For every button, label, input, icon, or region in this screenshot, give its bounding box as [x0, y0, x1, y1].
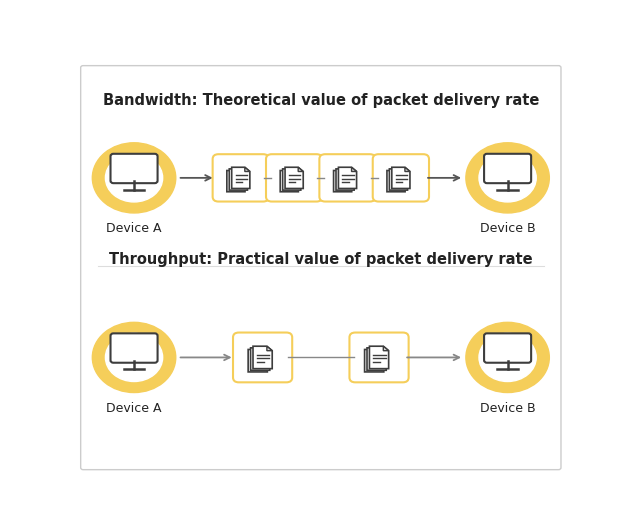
FancyBboxPatch shape	[81, 66, 561, 470]
FancyBboxPatch shape	[233, 332, 292, 382]
Circle shape	[92, 322, 176, 393]
Polygon shape	[285, 167, 303, 189]
Polygon shape	[347, 171, 352, 175]
Polygon shape	[232, 167, 250, 189]
Polygon shape	[389, 169, 408, 190]
Polygon shape	[227, 171, 245, 192]
Text: Device A: Device A	[106, 402, 162, 415]
Circle shape	[479, 154, 536, 202]
Polygon shape	[334, 171, 352, 192]
Polygon shape	[262, 349, 267, 354]
Polygon shape	[294, 171, 299, 175]
Polygon shape	[387, 171, 405, 192]
Polygon shape	[298, 167, 303, 172]
Polygon shape	[339, 167, 357, 189]
FancyBboxPatch shape	[484, 154, 531, 183]
FancyBboxPatch shape	[319, 154, 376, 201]
Polygon shape	[403, 169, 408, 173]
FancyBboxPatch shape	[111, 333, 158, 363]
Circle shape	[466, 322, 550, 393]
Polygon shape	[240, 171, 245, 175]
FancyBboxPatch shape	[349, 332, 409, 382]
Polygon shape	[248, 349, 267, 372]
FancyBboxPatch shape	[213, 154, 269, 201]
Polygon shape	[352, 167, 357, 172]
FancyBboxPatch shape	[266, 154, 322, 201]
Text: Device B: Device B	[480, 223, 535, 235]
Polygon shape	[400, 171, 405, 175]
Polygon shape	[253, 346, 272, 369]
Polygon shape	[369, 346, 389, 369]
Polygon shape	[367, 348, 386, 370]
FancyBboxPatch shape	[484, 333, 531, 363]
Polygon shape	[250, 348, 270, 370]
Polygon shape	[295, 169, 301, 173]
Polygon shape	[280, 171, 299, 192]
Text: Bandwidth: Theoretical value of packet delivery rate: Bandwidth: Theoretical value of packet d…	[103, 93, 539, 108]
Polygon shape	[264, 348, 270, 352]
Circle shape	[105, 154, 163, 202]
Polygon shape	[364, 349, 384, 372]
Circle shape	[92, 143, 176, 213]
Polygon shape	[336, 169, 354, 190]
Polygon shape	[282, 169, 301, 190]
Polygon shape	[381, 348, 386, 352]
Polygon shape	[242, 169, 247, 173]
FancyBboxPatch shape	[372, 154, 429, 201]
Text: Throughput: Practical value of packet delivery rate: Throughput: Practical value of packet de…	[109, 252, 533, 267]
Circle shape	[466, 143, 550, 213]
Polygon shape	[405, 167, 410, 172]
Circle shape	[105, 333, 163, 382]
Polygon shape	[392, 167, 410, 189]
Circle shape	[479, 333, 536, 382]
Text: Device A: Device A	[106, 223, 162, 235]
FancyBboxPatch shape	[111, 154, 158, 183]
Text: Device B: Device B	[480, 402, 535, 415]
Polygon shape	[379, 349, 384, 354]
Polygon shape	[383, 346, 389, 351]
Polygon shape	[245, 167, 250, 172]
Polygon shape	[229, 169, 247, 190]
Polygon shape	[349, 169, 354, 173]
Polygon shape	[267, 346, 272, 351]
